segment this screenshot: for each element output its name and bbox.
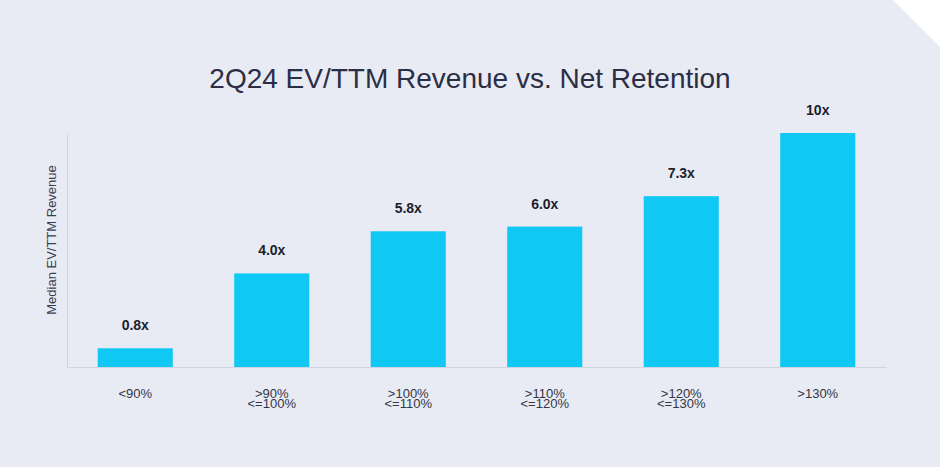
x-tick-label-line: >130% [797, 386, 838, 401]
bar [507, 227, 582, 367]
data-label: 0.8x [122, 317, 149, 333]
x-tick: >90%<=100% [248, 367, 297, 411]
x-tick: >120%<=130% [657, 367, 706, 411]
x-tick-label: >110%<=120% [521, 386, 570, 411]
x-tick-label: >130% [797, 386, 838, 401]
bar [780, 133, 855, 367]
data-label: 7.3x [668, 165, 695, 181]
x-tick-label: <90% [118, 386, 152, 401]
bar [234, 273, 309, 367]
x-tick-label-line: <=120% [521, 396, 570, 411]
x-tick: <90% [118, 367, 152, 401]
bar [371, 231, 446, 367]
data-label: 5.8x [395, 200, 422, 216]
data-label: 6.0x [531, 196, 558, 212]
x-tick: >130% [797, 367, 838, 401]
x-tick: >100%<=110% [385, 367, 433, 411]
x-axis: <90% >90%<=100% >100%<=110% >110%<=120% >120… [68, 367, 887, 411]
y-axis [67, 134, 68, 368]
data-label: 4.0x [258, 242, 285, 258]
y-axis-title: Median EV/TTM Revenue [44, 165, 59, 315]
background [0, 0, 940, 467]
x-tick-label-line: <=110% [385, 396, 433, 411]
title: 2Q24 EV/TTM Revenue vs. Net Retention [209, 63, 730, 94]
corner-cut [893, 0, 940, 47]
bar [98, 348, 173, 367]
x-axis-line [68, 367, 887, 368]
x-tick: >110%<=120% [521, 367, 570, 411]
x-tick-label: >120%<=130% [657, 386, 706, 411]
x-tick-label-line: <90% [118, 386, 152, 401]
chart: 2Q24 EV/TTM Revenue vs. Net Retention Med… [0, 0, 940, 467]
bar [644, 196, 719, 367]
x-tick-label: >100%<=110% [385, 386, 433, 411]
x-tick-label-line: <=100% [248, 396, 297, 411]
x-tick-label-line: <=130% [657, 396, 706, 411]
x-tick-label: >90%<=100% [248, 386, 297, 411]
data-label: 10x [806, 102, 830, 118]
bars [98, 133, 856, 367]
data-labels: 0.8x 4.0x 5.8x 6.0x 7.3x 10x [122, 102, 830, 333]
y-axis-line [67, 134, 68, 368]
